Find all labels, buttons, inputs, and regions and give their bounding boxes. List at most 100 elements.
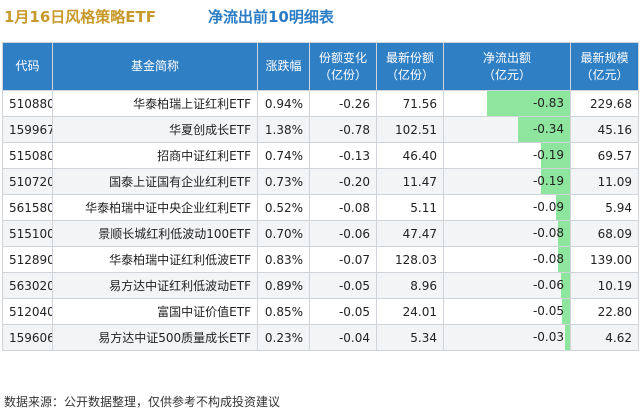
latest-shares: 46.40 <box>376 142 444 169</box>
fund-code: 510880 <box>2 90 53 117</box>
share-change: -0.26 <box>309 90 377 117</box>
column-header-label: 净流出额 <box>482 50 531 65</box>
net-outflow-value: -0.06 <box>532 278 564 292</box>
latest-aum: 229.68 <box>570 90 639 117</box>
table-row: 510720 国泰上证国有企业红利ETF 0.73% -0.20 11.47 -0.19 1… <box>2 168 639 195</box>
latest-shares: 11.47 <box>376 168 444 195</box>
fund-name: 易方达中证红利低波动ETF <box>52 272 258 299</box>
share-change: -0.05 <box>309 298 377 325</box>
latest-shares: 8.96 <box>376 272 444 299</box>
fund-name: 招商中证红利ETF <box>52 142 258 169</box>
latest-aum: 4.62 <box>570 324 639 351</box>
etf-outflow-table: 代码 基金简称 涨跌幅 份额变化 （亿份） 最新份额 （亿份） 净流出额 （亿元） 最新规模 （亿元… <box>2 42 639 351</box>
change-pct: 0.74% <box>257 142 310 169</box>
table-row: 561580 华泰柏瑞中证中央企业红利ETF 0.52% -0.08 5.11 -0.09… <box>2 194 639 221</box>
latest-aum: 68.09 <box>570 220 639 247</box>
outflow-bar <box>557 221 570 246</box>
latest-shares: 71.56 <box>376 90 444 117</box>
outflow-bar <box>541 169 570 194</box>
share-change: -0.07 <box>309 246 377 273</box>
change-pct: 0.94% <box>257 90 310 117</box>
outflow-bar <box>560 273 570 298</box>
latest-aum: 22.80 <box>570 298 639 325</box>
latest-shares: 128.03 <box>376 246 444 273</box>
column-header: 基金简称 <box>52 42 258 91</box>
fund-code: 515100 <box>2 220 53 247</box>
column-header-label: 涨跌幅 <box>265 59 302 73</box>
column-header: 最新规模 （亿元） <box>570 42 639 91</box>
page-title: 1月16日风格策略ETF <box>4 8 157 26</box>
share-change: -0.08 <box>309 194 377 221</box>
change-pct: 0.85% <box>257 298 310 325</box>
change-pct: 0.70% <box>257 220 310 247</box>
latest-aum: 11.09 <box>570 168 639 195</box>
column-header: 份额变化 （亿份） <box>309 42 377 91</box>
net-outflow-cell: -0.83 <box>443 90 571 117</box>
table-row: 512890 华泰柏瑞中证红利低波ETF 0.83% -0.07 128.03 -0.08… <box>2 246 639 273</box>
latest-aum: 10.19 <box>570 272 639 299</box>
share-change: -0.13 <box>309 142 377 169</box>
column-header-unit: （亿元） <box>482 67 531 82</box>
change-pct: 0.52% <box>257 194 310 221</box>
fund-code: 512890 <box>2 246 53 273</box>
net-outflow-value: -0.19 <box>532 174 564 188</box>
column-header-unit: （亿份） <box>318 67 367 82</box>
latest-aum: 5.94 <box>570 194 639 221</box>
net-outflow-value: -0.08 <box>532 226 564 240</box>
net-outflow-cell: -0.03 <box>443 324 571 351</box>
net-outflow-cell: -0.05 <box>443 298 571 325</box>
outflow-bar <box>562 299 570 324</box>
fund-name: 华泰柏瑞中证红利低波ETF <box>52 246 258 273</box>
latest-shares: 5.11 <box>376 194 444 221</box>
change-pct: 0.89% <box>257 272 310 299</box>
latest-shares: 5.34 <box>376 324 444 351</box>
table-row: 510880 华泰柏瑞上证红利ETF 0.94% -0.26 71.56 -0.83 229… <box>2 90 639 117</box>
outflow-bar <box>557 247 570 272</box>
source-note: 数据来源：公开数据整理，仅供参考不构成投资建议 <box>4 395 281 409</box>
outflow-bar <box>565 325 570 350</box>
table-row: 563020 易方达中证红利低波动ETF 0.89% -0.05 8.96 -0.06 10… <box>2 272 639 299</box>
share-change: -0.04 <box>309 324 377 351</box>
fund-name: 富国中证价值ETF <box>52 298 258 325</box>
share-change: -0.78 <box>309 116 377 143</box>
fund-code: 515080 <box>2 142 53 169</box>
latest-aum: 139.00 <box>570 246 639 273</box>
net-outflow-value: -0.34 <box>532 122 564 136</box>
fund-name: 华夏创成长ETF <box>52 116 258 143</box>
fund-name: 国泰上证国有企业红利ETF <box>52 168 258 195</box>
column-header-label: 最新规模 <box>580 50 629 65</box>
share-change: -0.05 <box>309 272 377 299</box>
outflow-bar <box>518 117 570 142</box>
net-outflow-cell: -0.34 <box>443 116 571 143</box>
outflow-bar <box>556 195 570 220</box>
table-row: 512040 富国中证价值ETF 0.85% -0.05 24.01 -0.05 22.80 <box>2 298 639 325</box>
latest-shares: 47.47 <box>376 220 444 247</box>
column-header: 代码 <box>2 42 53 91</box>
net-outflow-cell: -0.19 <box>443 168 571 195</box>
column-header-unit: （亿元） <box>580 67 629 82</box>
net-outflow-value: -0.05 <box>532 304 564 318</box>
fund-name: 景顺长城红利低波动100ETF <box>52 220 258 247</box>
latest-aum: 69.57 <box>570 142 639 169</box>
fund-code: 563020 <box>2 272 53 299</box>
column-header: 最新份额 （亿份） <box>376 42 444 91</box>
fund-code: 159606 <box>2 324 53 351</box>
table-body: 510880 华泰柏瑞上证红利ETF 0.94% -0.26 71.56 -0.83 229… <box>2 90 639 351</box>
column-header-unit: （亿份） <box>385 67 434 82</box>
column-header: 涨跌幅 <box>257 42 310 91</box>
fund-code: 561580 <box>2 194 53 221</box>
fund-code: 512040 <box>2 298 53 325</box>
net-outflow-cell: -0.19 <box>443 142 571 169</box>
fund-name: 华泰柏瑞上证红利ETF <box>52 90 258 117</box>
table-row: 159967 华夏创成长ETF 1.38% -0.78 102.51 -0.34 45.16 <box>2 116 639 143</box>
column-header-label: 基金简称 <box>130 59 179 73</box>
fund-name: 易方达中证500质量成长ETF <box>52 324 258 351</box>
page-header: 1月16日风格策略ETF 净流出前10明细表 <box>0 0 640 40</box>
net-outflow-value: -0.03 <box>532 330 564 344</box>
column-header-label: 最新份额 <box>385 50 434 65</box>
fund-name: 华泰柏瑞中证中央企业红利ETF <box>52 194 258 221</box>
net-outflow-cell: -0.08 <box>443 220 571 247</box>
fund-code: 510720 <box>2 168 53 195</box>
column-header-label: 代码 <box>15 59 40 73</box>
net-outflow-cell: -0.06 <box>443 272 571 299</box>
